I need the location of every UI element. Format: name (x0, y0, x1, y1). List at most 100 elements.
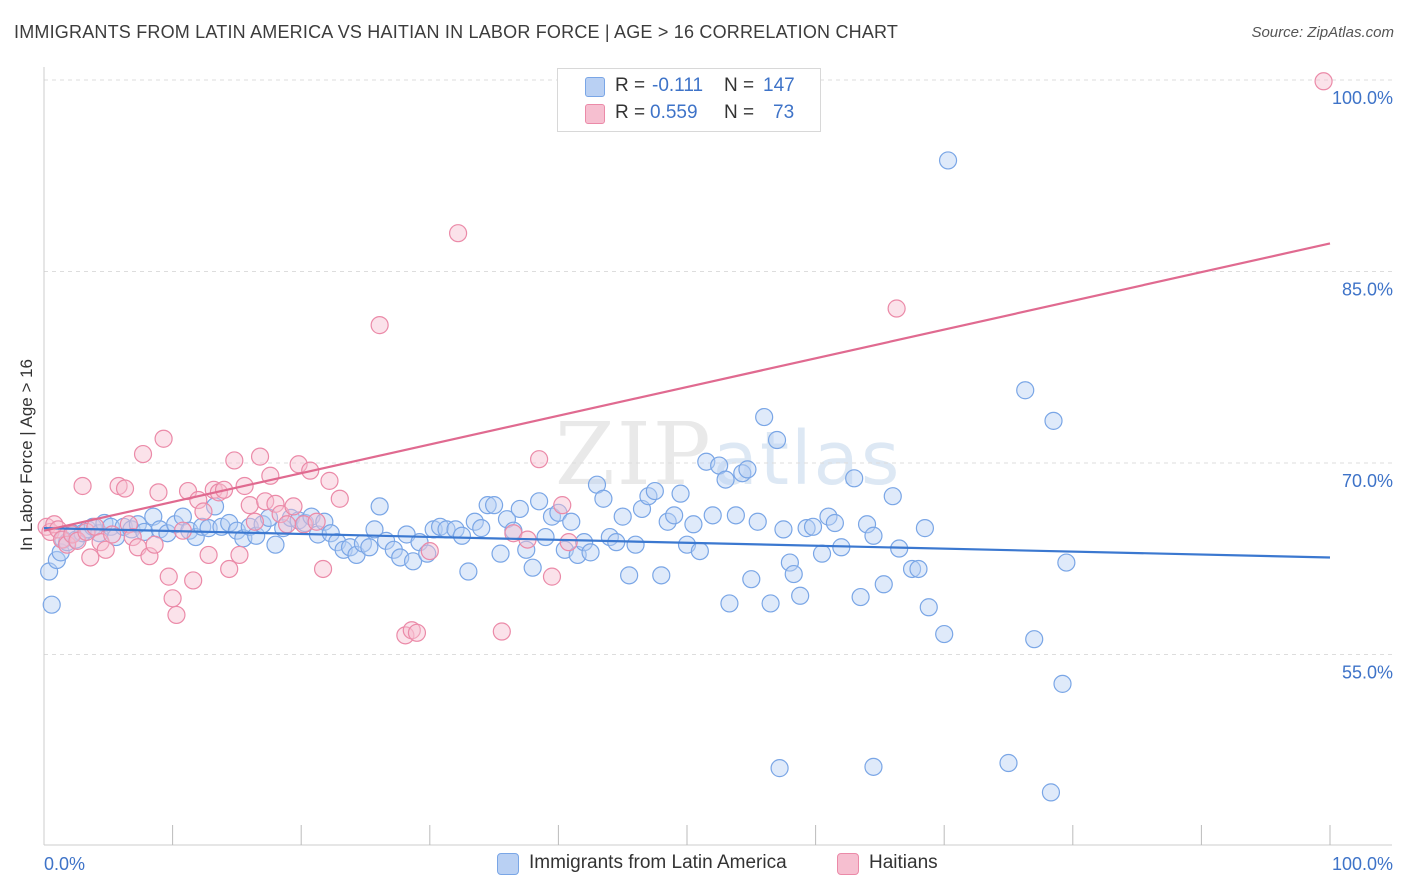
point-haitians (145, 535, 164, 554)
point-latin-america (42, 595, 61, 614)
point-haitians (559, 533, 578, 552)
point-haitians (52, 530, 72, 549)
legend-r-value-1: -0.111 (652, 75, 704, 96)
point-haitians (530, 450, 549, 469)
point-latin-america (915, 519, 935, 538)
point-latin-america (845, 469, 864, 488)
point-latin-america (510, 499, 529, 519)
point-haitians (149, 483, 168, 502)
legend-r-value-2: 0.559 (650, 102, 698, 123)
point-latin-america (613, 507, 632, 526)
point-latin-america (403, 552, 423, 571)
watermark-zip: ZIP (555, 405, 713, 505)
point-haitians (420, 541, 439, 561)
point-latin-america (365, 520, 384, 539)
point-latin-america (716, 470, 735, 489)
point-haitians (194, 502, 213, 521)
point-latin-america (864, 526, 883, 545)
tick-labels: 55.0% 70.0% 85.0% 100.0% 0.0% 100.0% (44, 88, 1393, 874)
point-haitians (140, 547, 159, 566)
point-latin-america (418, 544, 437, 563)
point-latin-america (690, 541, 709, 561)
legend-n-label-2: N = (724, 102, 755, 123)
point-haitians (199, 545, 218, 565)
y-tick-label: 55.0% (1342, 663, 1393, 683)
point-latin-america (720, 594, 739, 613)
bottom-legend-label-latin-america: Immigrants from Latin America (529, 852, 787, 873)
point-haitians (81, 548, 100, 567)
series-haitians-points (37, 72, 1333, 645)
point-latin-america (684, 515, 703, 534)
y-axis-label: In Labor Force | Age > 16 (17, 358, 36, 552)
point-latin-america (523, 558, 542, 577)
point-haitians (402, 621, 421, 640)
point-haitians (284, 497, 303, 516)
point-latin-america (791, 586, 810, 605)
point-latin-america (671, 484, 690, 503)
point-haitians (542, 567, 562, 586)
point-latin-america (620, 566, 639, 585)
point-latin-america (459, 562, 478, 581)
y-tick-label: 70.0% (1342, 471, 1393, 491)
point-latin-america (938, 151, 958, 170)
point-haitians (58, 535, 77, 554)
bottom-legend-swatch-latin-america (497, 853, 519, 875)
point-haitians (163, 589, 182, 608)
watermark-atlas: atlas (712, 416, 902, 502)
y-tick-label: 100.0% (1332, 88, 1393, 108)
point-haitians (167, 605, 186, 625)
point-haitians (266, 494, 285, 513)
legend-n-label-1: N = (724, 75, 755, 96)
point-latin-america (784, 564, 803, 584)
point-latin-america (536, 527, 555, 547)
point-latin-america (581, 543, 600, 562)
chart-title: IMMIGRANTS FROM LATIN AMERICA VS HAITIAN… (14, 22, 899, 42)
trend-line-haitians (43, 242, 1331, 532)
point-latin-america (919, 598, 938, 617)
point-latin-america (703, 506, 722, 525)
point-latin-america (485, 496, 504, 515)
point-haitians (220, 559, 239, 579)
point-latin-america (742, 570, 761, 589)
legend-swatch-haitians (585, 104, 605, 124)
point-haitians (159, 567, 178, 586)
point-latin-america (135, 522, 154, 542)
point-haitians (115, 479, 135, 498)
point-haitians (133, 444, 153, 464)
point-latin-america (726, 506, 745, 525)
point-latin-america (478, 496, 497, 515)
point-latin-america (315, 512, 334, 531)
point-latin-america (774, 520, 793, 539)
point-haitians (250, 447, 270, 466)
point-latin-america (452, 526, 472, 545)
point-latin-america (883, 487, 902, 506)
point-latin-america (935, 624, 954, 644)
point-latin-america (1057, 553, 1076, 572)
x-tick-label: 100.0% (1332, 854, 1393, 874)
point-latin-america (1044, 411, 1063, 430)
point-latin-america (594, 489, 613, 508)
point-latin-america (665, 506, 684, 525)
point-latin-america (748, 512, 767, 531)
point-haitians (307, 512, 326, 531)
point-latin-america (797, 519, 816, 538)
point-latin-america (851, 587, 870, 607)
point-latin-america (370, 497, 389, 516)
point-latin-america (575, 533, 594, 552)
point-haitians (330, 489, 349, 508)
point-latin-america (491, 544, 510, 563)
point-latin-america (999, 753, 1018, 773)
point-latin-america (825, 513, 844, 533)
point-latin-america (1041, 783, 1061, 802)
point-latin-america (1025, 630, 1044, 649)
point-haitians (96, 540, 115, 559)
point-haitians (77, 522, 96, 542)
point-latin-america (761, 594, 780, 613)
y-tick-label: 85.0% (1342, 280, 1393, 300)
point-latin-america (755, 407, 774, 427)
x-tick-label: 0.0% (44, 854, 85, 874)
point-haitians (123, 527, 142, 547)
point-latin-america (645, 481, 664, 501)
point-latin-america (247, 526, 266, 545)
